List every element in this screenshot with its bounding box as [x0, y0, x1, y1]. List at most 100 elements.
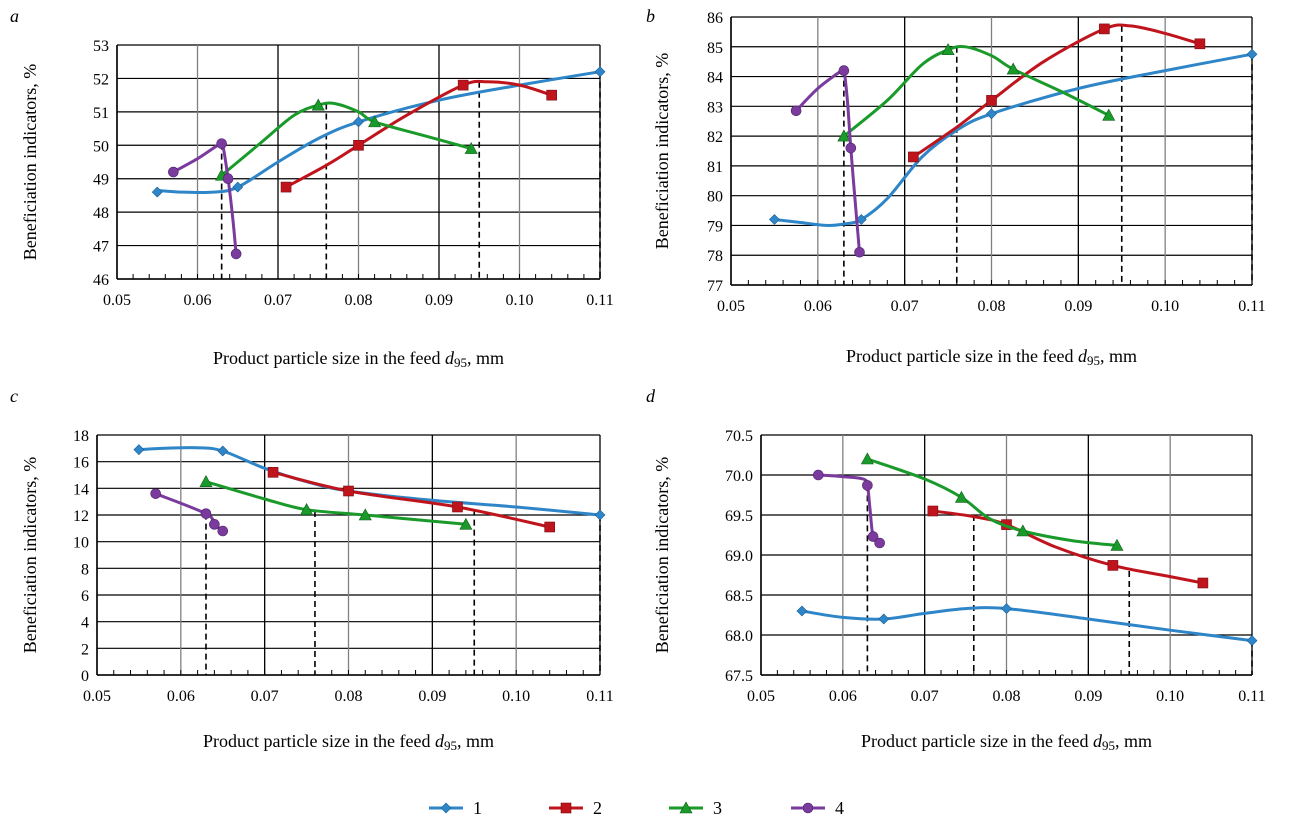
data-point [1107, 560, 1119, 571]
x-tick-label: 0.10 [502, 688, 530, 705]
y-tick-label: 4 [81, 615, 89, 632]
data-point [1102, 108, 1116, 121]
x-tick-label: 0.10 [506, 292, 534, 309]
series-4 [790, 65, 865, 258]
panel-d: d 67.5 68.0 68.5 69.0 69.5 70.0 70.5 0.05 0.06 0.0… [646, 386, 1266, 753]
series-line [931, 509, 1205, 585]
y-tick-label: 8 [81, 561, 89, 578]
x-tick-label: 0.07 [911, 688, 939, 705]
x-tick-label: 0.05 [83, 688, 111, 705]
panel-a: a 46 47 48 49 50 51 52 53 0.05 0.06 0.07 0.08 0.09 0.1… [10, 6, 614, 370]
x-tick-label: 0.11 [586, 688, 613, 705]
x-tick-label: 0.08 [335, 688, 363, 705]
y-tick-label: 6 [81, 588, 89, 605]
x-tick-label: 0.09 [425, 292, 453, 309]
data-point [838, 65, 850, 76]
data-point [860, 452, 874, 465]
x-tick-label: 0.11 [1238, 688, 1265, 705]
x-axis-label: Product particle size in the feed d95, m… [203, 731, 494, 753]
data-point [1197, 577, 1209, 589]
y-axis-label: Beneficiation indicators, % [652, 457, 672, 653]
data-point [1001, 603, 1012, 615]
data-point [594, 509, 606, 521]
series-3 [837, 43, 1116, 142]
legend: 1 2 3 4 [429, 798, 844, 818]
data-point [874, 537, 885, 549]
data-point [986, 108, 997, 120]
series-line [865, 457, 1119, 547]
y-tick-label: 85 [707, 40, 723, 57]
x-tick-label: 0.10 [1151, 298, 1179, 315]
y-tick-label: 16 [73, 455, 89, 472]
x-tick-label: 0.08 [978, 298, 1006, 315]
data-point [854, 246, 865, 258]
data-point [790, 105, 802, 117]
data-point [200, 508, 212, 519]
series-2 [280, 79, 558, 193]
series-line [171, 141, 238, 256]
panel-letter: b [646, 6, 655, 26]
legend-label: 1 [473, 798, 482, 818]
y-tick-label: 82 [707, 129, 723, 146]
y-tick-label: 68.0 [725, 628, 753, 645]
data-point [168, 166, 179, 178]
x-tick-label: 0.09 [1064, 298, 1092, 315]
y-tick-label: 10 [73, 535, 89, 552]
series-line [794, 66, 861, 254]
data-point [878, 613, 890, 625]
data-point [1006, 62, 1020, 75]
data-point [230, 248, 242, 260]
data-point [217, 445, 229, 457]
data-point [216, 138, 227, 149]
panel-letter: d [646, 386, 656, 406]
x-tick-label: 0.05 [747, 688, 775, 705]
data-point [544, 521, 556, 533]
data-point [908, 151, 919, 163]
panel-b: b 77 78 79 80 81 82 83 84 85 86 0.05 0.06 0.07 0.08 0.0… [646, 6, 1266, 368]
x-tick-label: 0.07 [264, 292, 292, 309]
series-3 [860, 452, 1124, 551]
data-point [812, 469, 824, 481]
data-point [133, 444, 145, 456]
series-2 [927, 505, 1209, 589]
x-tick-label: 0.06 [804, 298, 832, 315]
data-point [837, 129, 851, 142]
legend-label: 2 [593, 798, 602, 818]
legend-marker [802, 802, 814, 814]
legend-item-1: 1 [429, 798, 482, 818]
y-tick-label: 81 [707, 159, 723, 176]
x-tick-label: 0.09 [418, 688, 446, 705]
y-tick-label: 53 [93, 38, 109, 55]
data-point [796, 605, 808, 617]
y-tick-label: 77 [707, 278, 723, 295]
data-point [209, 519, 220, 530]
x-tick-label: 0.10 [1156, 688, 1184, 705]
data-point [457, 79, 469, 91]
y-tick-label: 0 [81, 668, 89, 685]
series-line [800, 606, 1254, 643]
series-1 [151, 66, 606, 198]
data-point [1246, 635, 1258, 647]
data-point [151, 186, 163, 198]
y-tick-label: 80 [707, 189, 723, 206]
y-tick-label: 14 [73, 481, 89, 498]
data-point [199, 475, 213, 487]
y-tick-label: 70.5 [725, 428, 753, 445]
x-tick-label: 0.05 [103, 292, 131, 309]
series-4 [168, 138, 242, 260]
x-tick-label: 0.07 [891, 298, 919, 315]
data-point [300, 503, 314, 515]
series-1 [796, 603, 1258, 647]
x-tick-label: 0.08 [345, 292, 373, 309]
series-line [842, 44, 1111, 138]
series-2 [267, 467, 556, 533]
data-point [343, 485, 354, 497]
x-tick-label: 0.05 [717, 298, 745, 315]
x-tick-label: 0.11 [586, 292, 613, 309]
series-3 [199, 475, 473, 530]
y-tick-label: 68.5 [725, 588, 753, 605]
panel-letter: a [10, 6, 19, 26]
y-tick-label: 49 [93, 172, 109, 189]
x-axis-label: Product particle size in the feed d95, m… [213, 348, 504, 370]
